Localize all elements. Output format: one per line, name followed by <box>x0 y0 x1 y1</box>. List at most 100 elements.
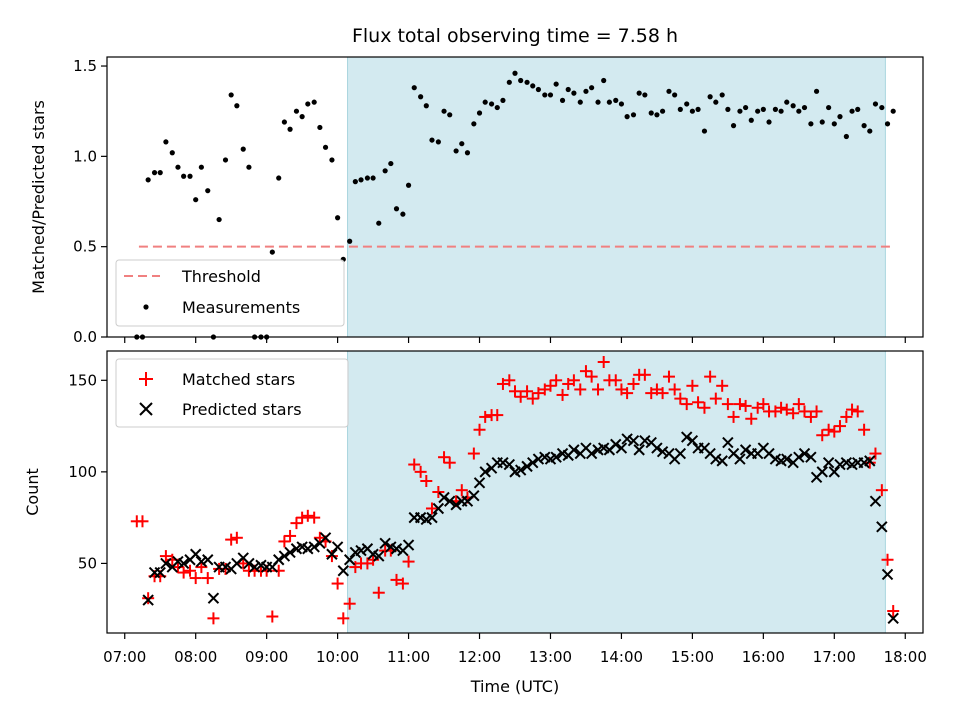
matched-point <box>592 383 605 396</box>
measurement-point <box>187 173 193 179</box>
measurement-point <box>542 92 548 98</box>
predicted-point <box>468 489 480 502</box>
measurement-point <box>216 216 222 223</box>
predicted-point <box>154 566 166 579</box>
predicted-point <box>633 444 645 456</box>
matched-point <box>627 377 640 390</box>
measurement-point <box>464 150 471 156</box>
matched-point <box>621 387 634 400</box>
x-tick-label: 17:00 <box>813 648 856 666</box>
measurement-point <box>335 215 341 221</box>
predicted-point <box>674 447 687 460</box>
measurement-point <box>441 108 447 114</box>
predicted-point <box>527 456 539 469</box>
x-tick-label: 08:00 <box>174 648 217 666</box>
top-y-tick-label: 1.5 <box>73 57 97 75</box>
matched-point <box>846 403 859 416</box>
matched-point <box>331 577 344 590</box>
measurement-point <box>181 173 187 179</box>
top-y-tick-label: 0.0 <box>73 328 97 346</box>
measurement-point <box>677 106 683 112</box>
x-tick-label: 07:00 <box>103 648 146 666</box>
measurement-point <box>784 99 790 105</box>
predicted-point <box>319 532 332 544</box>
matched-point <box>496 377 509 390</box>
measurement-point <box>618 101 625 107</box>
measurement-point <box>240 146 246 152</box>
measurement-point <box>879 104 885 111</box>
measurement-point <box>890 108 896 114</box>
predicted-point <box>585 447 598 460</box>
predicted-point <box>355 544 367 557</box>
matched-point <box>301 509 314 522</box>
matched-point <box>491 409 504 422</box>
measurement-point <box>459 141 465 147</box>
matched-point <box>296 511 309 524</box>
matched-point <box>875 484 888 497</box>
matched-point <box>828 425 841 438</box>
measurement-point <box>861 123 867 129</box>
matched-point <box>189 572 202 585</box>
measurement-point <box>193 197 199 203</box>
measurement-point <box>819 119 825 125</box>
measurement-point <box>376 220 382 226</box>
predicted-point <box>710 453 722 465</box>
measurement-point <box>329 157 335 163</box>
x-tick-label: 10:00 <box>316 648 359 666</box>
top-axes-frame <box>106 56 924 338</box>
x-tick-label: 11:00 <box>387 648 430 666</box>
top-y-tick-label: 1.0 <box>73 147 97 165</box>
measurement-point <box>772 106 779 112</box>
measurement-point <box>305 101 311 107</box>
predicted-point <box>550 451 562 463</box>
measurement-point <box>547 92 554 98</box>
measurement-point <box>737 108 743 114</box>
x-axis-label: Time (UTC) <box>470 677 559 696</box>
measurement-point <box>299 114 305 120</box>
predicted-point <box>248 561 261 573</box>
measurement-point <box>293 108 300 114</box>
measurement-point <box>872 101 879 107</box>
measurement-point <box>755 108 761 114</box>
legend-measurements-label: Measurements <box>182 298 300 317</box>
predicted-point <box>822 456 835 469</box>
measurement-point <box>163 139 169 145</box>
measurement-point <box>730 123 737 129</box>
matched-point <box>733 398 746 411</box>
predicted-point <box>864 455 876 467</box>
chart-title: Flux total observing time = 7.58 h <box>352 25 678 47</box>
predicted-point <box>816 466 828 478</box>
top-y-axis-label: Matched/Predicted stars <box>29 100 48 294</box>
measurement-point <box>145 177 151 183</box>
measurement-point <box>157 170 163 176</box>
matched-point <box>201 572 214 585</box>
top-y-ticks: 0.0 0.5 1.0 1.5 <box>73 57 107 346</box>
predicted-point <box>681 431 693 443</box>
measurement-point <box>743 104 749 111</box>
matched-point <box>159 550 172 563</box>
matched-point <box>337 612 350 625</box>
bottom-shaded-span <box>347 350 886 634</box>
matched-point <box>721 398 734 411</box>
top-legend-box <box>115 259 345 327</box>
predicted-point <box>734 453 746 465</box>
x-tick-label: 13:00 <box>529 648 572 666</box>
measurement-point <box>269 249 275 255</box>
predicted-point <box>869 495 882 507</box>
bottom-panel: 50 100 150 07:00 08:00 09:00 10:00 11:00 12:00 1… <box>23 350 927 696</box>
measurement-point <box>405 182 412 188</box>
top-shaded-span <box>347 56 886 338</box>
predicted-point <box>337 565 349 577</box>
bottom-matched-stars <box>130 355 900 625</box>
matched-point <box>532 387 545 400</box>
predicted-point <box>426 511 438 524</box>
matched-point <box>656 387 669 400</box>
matched-point <box>184 564 197 577</box>
matched-point <box>804 410 817 423</box>
measurement-point <box>423 103 429 109</box>
measurement-point <box>559 97 566 103</box>
bottom-legend-box <box>115 358 349 428</box>
matched-point <box>704 370 717 383</box>
measurement-point <box>654 112 660 118</box>
measurement-point <box>606 99 612 105</box>
